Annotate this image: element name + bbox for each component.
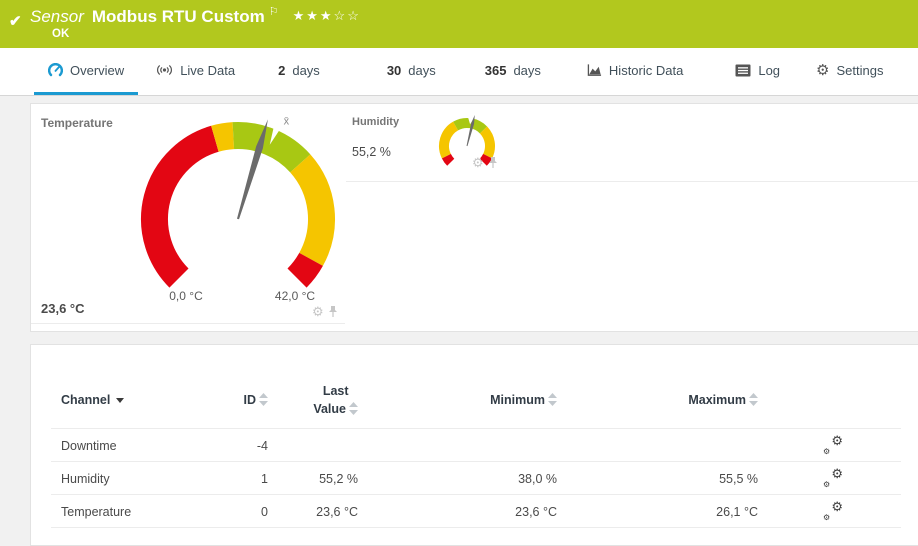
- temperature-gauge-tile: Temperature x̄ 0,0 °C 42,0 °C 23,6 °C ⚙: [31, 104, 345, 324]
- channel-settings-button[interactable]: ⚙ ⚙: [823, 433, 843, 456]
- column-header-id[interactable]: ID: [211, 393, 268, 407]
- temperature-current-value: 23,6 °C: [41, 301, 85, 316]
- humidity-current-value: 55,2 %: [352, 145, 391, 159]
- sensor-title-line: Sensor Modbus RTU Custom ⚐ ★★★☆☆: [30, 6, 361, 27]
- tab-historic-data-label: Historic Data: [608, 62, 684, 78]
- tab-30-days-label: days: [408, 62, 436, 78]
- status-badge: OK: [52, 28, 70, 40]
- channel-last-value: 55,2 %: [319, 471, 358, 486]
- gauge-settings-icon[interactable]: ⚙: [312, 304, 324, 319]
- gear-icon: ⚙: [831, 466, 843, 481]
- settings-gear-icon: ⚙: [816, 61, 830, 79]
- ok-check-icon: ✔: [9, 13, 22, 30]
- channel-maximum: 26,1 °C: [716, 504, 758, 519]
- column-header-channel[interactable]: Channel: [61, 393, 211, 407]
- column-header-maximum[interactable]: Maximum: [557, 393, 758, 407]
- tab-2-days-label: days: [292, 62, 320, 78]
- page-title: Modbus RTU Custom: [91, 7, 265, 26]
- temperature-gauge: x̄: [141, 116, 335, 288]
- sensor-header-bar: ✔ Sensor Modbus RTU Custom ⚐ ★★★☆☆ OK: [0, 0, 918, 48]
- pin-icon[interactable]: [488, 156, 498, 169]
- channel-id: 1: [261, 471, 268, 486]
- tab-live-data-label: Live Data: [180, 62, 236, 78]
- minimum-header-label: Minimum: [490, 393, 545, 407]
- tab-log[interactable]: Log: [721, 48, 794, 95]
- channel-maximum: 55,5 %: [719, 471, 758, 486]
- tab-settings-label: Settings: [836, 62, 884, 78]
- tab-365-days-number: 365: [484, 62, 507, 78]
- channel-header-label: Channel: [61, 393, 111, 407]
- temperature-gauge-title: Temperature: [41, 116, 113, 130]
- temperature-gauge-max-label: 42,0 °C: [274, 289, 316, 303]
- priority-flag-icon[interactable]: ⚐: [268, 6, 279, 18]
- gauge-icon: [48, 62, 63, 76]
- sort-desc-icon: [116, 397, 125, 403]
- historic-chart-icon: [587, 64, 601, 76]
- channel-settings-button[interactable]: ⚙ ⚙: [823, 499, 843, 522]
- last-value-header-line2: Value: [313, 402, 346, 416]
- table-header-row: Channel ID Last Value: [31, 371, 918, 429]
- stars-empty[interactable]: ☆☆: [333, 8, 361, 23]
- gear-icon: ⚙: [823, 513, 831, 522]
- channel-name: Downtime: [61, 438, 117, 453]
- column-header-minimum[interactable]: Minimum: [358, 393, 557, 407]
- tab-live-data[interactable]: Live Data: [142, 48, 249, 95]
- humidity-gauge: [439, 114, 495, 166]
- tab-overview-label: Overview: [70, 62, 125, 78]
- channel-last-value: 23,6 °C: [316, 504, 358, 519]
- column-header-last-value[interactable]: Last Value: [268, 382, 358, 418]
- channel-name: Temperature: [61, 504, 132, 519]
- live-signal-icon: [157, 65, 173, 75]
- humidity-gauge-title: Humidity: [352, 116, 400, 128]
- humidity-gauge-tile: Humidity 55,2 % ⚙: [346, 104, 918, 182]
- channel-minimum: 23,6 °C: [515, 504, 557, 519]
- sort-icon: [259, 393, 268, 406]
- sort-icon: [749, 393, 758, 406]
- channels-table: Channel ID Last Value: [31, 371, 918, 528]
- channels-table-panel: Channel ID Last Value: [30, 344, 918, 546]
- channel-name: Humidity: [61, 471, 110, 486]
- channel-minimum: 38,0 %: [518, 471, 557, 486]
- humidity-gauge-tools: ⚙: [472, 156, 498, 169]
- object-kind-label: Sensor: [30, 7, 84, 26]
- tab-overview[interactable]: Overview: [34, 48, 139, 95]
- gauge-settings-icon[interactable]: ⚙: [472, 155, 484, 170]
- priority-stars[interactable]: ★★★☆☆: [293, 8, 361, 23]
- tab-bar: Overview Live Data 2 days 30 days 365 da…: [0, 48, 918, 96]
- tab-log-label: Log: [758, 62, 781, 78]
- gear-icon: ⚙: [831, 433, 843, 448]
- gear-icon: ⚙: [831, 499, 843, 514]
- gear-icon: ⚙: [823, 480, 831, 489]
- tab-2-days[interactable]: 2 days: [264, 48, 334, 95]
- gear-icon: ⚙: [823, 447, 831, 456]
- id-header-label: ID: [243, 393, 257, 407]
- maximum-header-label: Maximum: [688, 393, 746, 407]
- pin-icon[interactable]: [328, 305, 338, 318]
- channel-id: 0: [261, 504, 268, 519]
- temperature-gauge-tools: ⚙: [312, 305, 338, 318]
- table-row: Downtime -4 ⚙ ⚙: [31, 429, 918, 462]
- channel-settings-button[interactable]: ⚙ ⚙: [823, 466, 843, 489]
- temperature-gauge-min-label: 0,0 °C: [169, 289, 203, 303]
- tab-2-days-number: 2: [278, 62, 286, 78]
- tab-historic-data[interactable]: Historic Data: [573, 48, 697, 95]
- table-row: Humidity 1 55,2 % 38,0 % 55,5 % ⚙ ⚙: [31, 462, 918, 495]
- stars-filled[interactable]: ★★★: [292, 8, 334, 23]
- table-row: Temperature 0 23,6 °C 23,6 °C 26,1 °C ⚙ ⚙: [31, 495, 918, 528]
- sort-icon: [548, 393, 557, 406]
- tab-30-days[interactable]: 30 days: [373, 48, 450, 95]
- channel-id: -4: [256, 438, 268, 453]
- tab-30-days-number: 30: [386, 62, 402, 78]
- sort-icon: [349, 402, 358, 416]
- tab-365-days[interactable]: 365 days: [471, 48, 555, 95]
- svg-text:x̄: x̄: [284, 116, 290, 128]
- gauges-panel: Temperature x̄ 0,0 °C 42,0 °C 23,6 °C ⚙ …: [30, 103, 918, 332]
- last-value-header-line1: Last: [322, 383, 349, 398]
- tab-settings[interactable]: ⚙ Settings: [802, 48, 897, 95]
- tab-365-days-label: days: [513, 62, 541, 78]
- log-list-icon: [735, 64, 751, 76]
